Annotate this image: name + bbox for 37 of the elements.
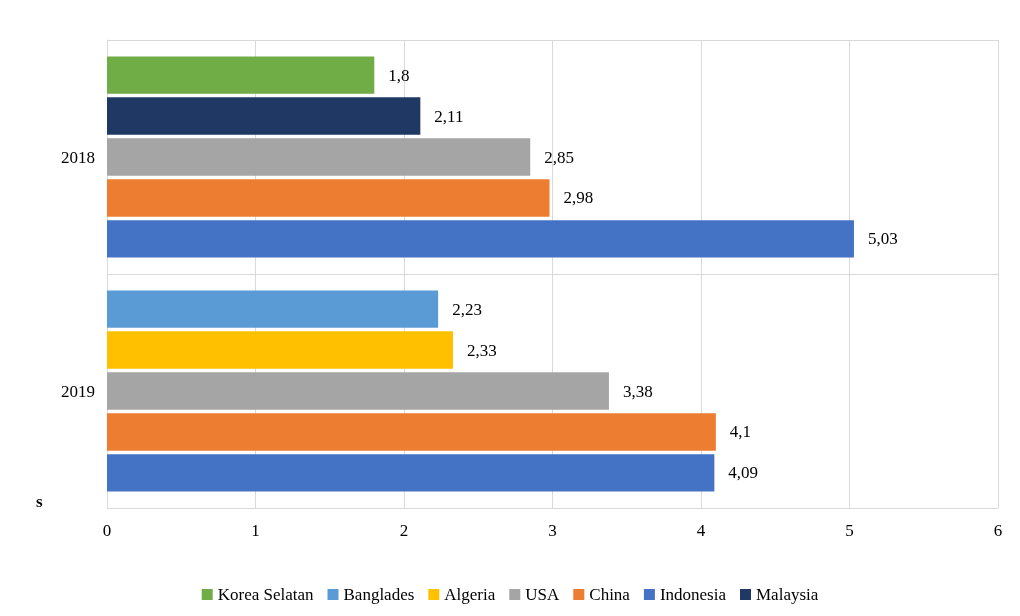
x-tick-label: 6 <box>993 521 1003 540</box>
bar <box>107 372 609 410</box>
bar <box>107 454 715 492</box>
legend-label: Algeria <box>444 585 496 604</box>
data-label: 2,33 <box>467 340 497 360</box>
legend-label: USA <box>525 585 561 604</box>
x-tick-label: 3 <box>548 521 557 540</box>
data-label: 2,11 <box>434 106 464 126</box>
data-label: 2,85 <box>544 147 574 167</box>
bar <box>107 290 439 328</box>
data-label: 4,1 <box>729 422 752 442</box>
legend-label: Indonesia <box>659 585 727 604</box>
x-tick-label: 5 <box>845 521 854 540</box>
x-tick-label: 4 <box>696 521 706 540</box>
x-tick-label: 0 <box>102 521 112 540</box>
data-label: 3,38 <box>622 381 653 401</box>
y-tick-label: 2019 <box>61 381 95 401</box>
text: s <box>36 492 43 511</box>
bar <box>107 331 454 369</box>
data-label: 5,03 <box>867 229 898 249</box>
data-label: 4,09 <box>728 463 759 483</box>
bar <box>107 56 375 94</box>
bar <box>107 413 716 451</box>
x-tick-label: 1 <box>251 521 260 540</box>
legend-label: Banglades <box>343 585 415 604</box>
legend-label: Malaysia <box>756 585 819 604</box>
x-tick-label: 2 <box>399 521 409 540</box>
data-label: 2,23 <box>452 299 482 319</box>
data-label: 1,8 <box>388 65 410 85</box>
bar <box>107 138 531 176</box>
bar <box>107 179 550 217</box>
bar <box>107 97 421 135</box>
data-label: 2,98 <box>563 188 594 208</box>
legend-label: Korea Selatan <box>217 585 314 604</box>
y-tick-label: 2018 <box>61 147 95 167</box>
legend-label: China <box>589 585 631 604</box>
bar <box>107 220 854 258</box>
